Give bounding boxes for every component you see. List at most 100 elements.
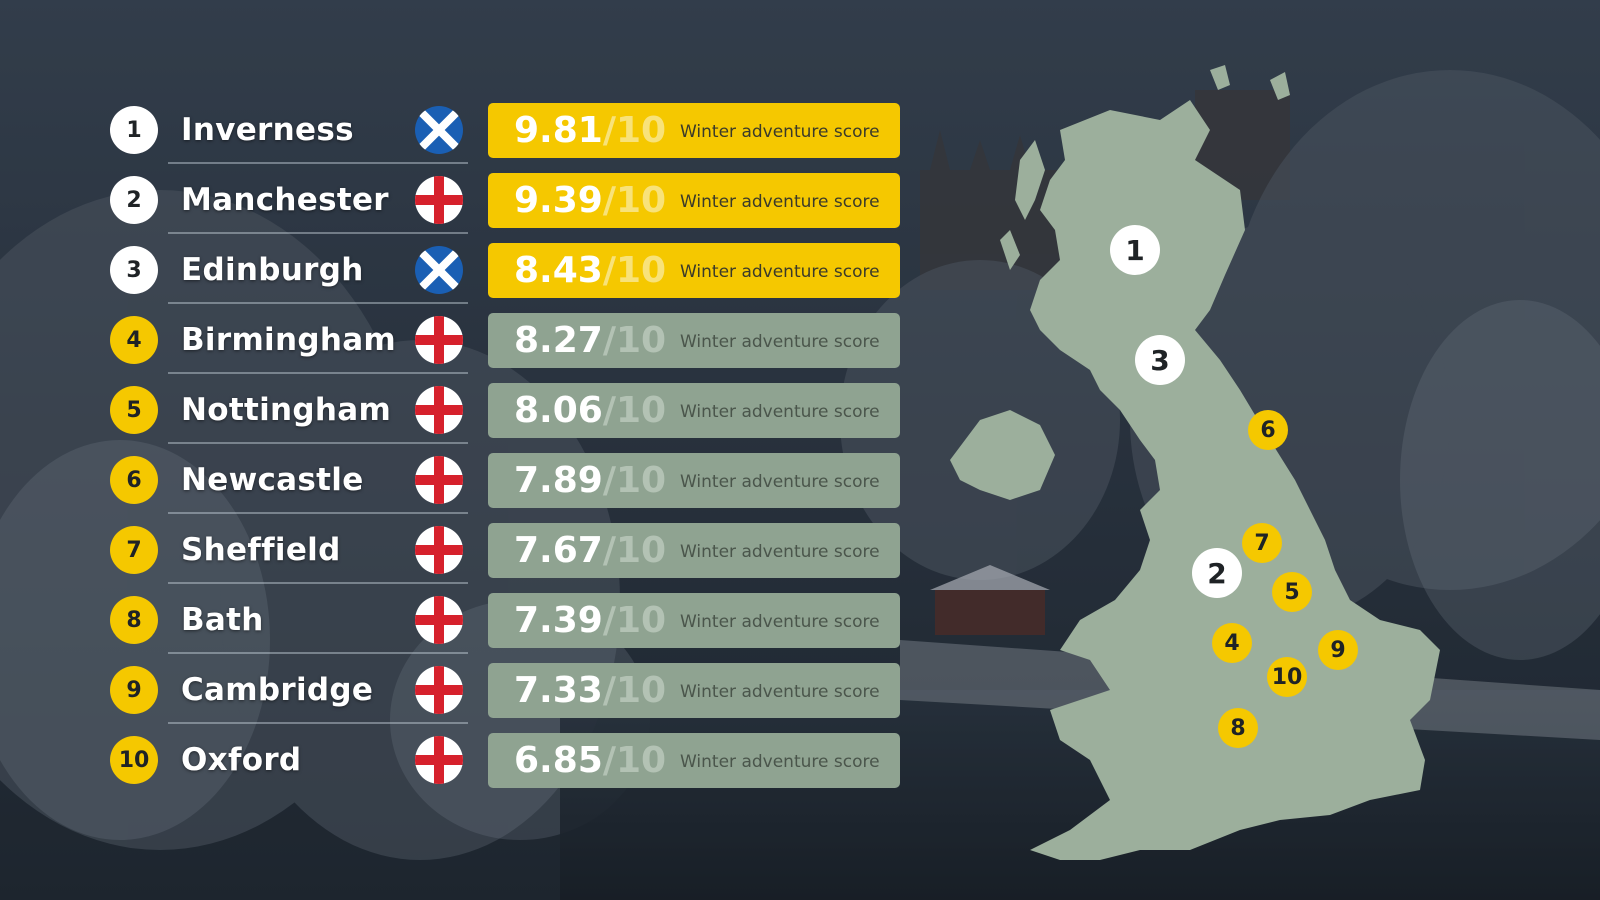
- rank-badge: 1: [110, 106, 158, 154]
- ranking-row: 6 Newcastle 7.89/10 Winter adventure score: [110, 450, 910, 514]
- map-pin-10: 10: [1267, 657, 1307, 697]
- score-value: 8.06/10: [514, 383, 666, 438]
- ranking-row: 9 Cambridge 7.33/10 Winter adventure score: [110, 660, 910, 724]
- city-name: Oxford: [181, 742, 302, 778]
- score-number: 7.89: [514, 460, 603, 501]
- score-caption: Winter adventure score: [680, 612, 880, 632]
- score-caption: Winter adventure score: [680, 332, 880, 352]
- score-out-of: /10: [602, 250, 667, 291]
- score-out-of: /10: [602, 530, 667, 571]
- score-caption: Winter adventure score: [680, 402, 880, 422]
- score-number: 7.33: [514, 670, 603, 711]
- rank-badge: 2: [110, 176, 158, 224]
- rank-badge: 6: [110, 456, 158, 504]
- map-pin-7: 7: [1242, 523, 1282, 563]
- england-flag-icon: [415, 386, 463, 434]
- score-box: 6.85/10 Winter adventure score: [488, 733, 900, 788]
- score-number: 8.06: [514, 390, 603, 431]
- ranking-row: 4 Birmingham 8.27/10 Winter adventure score: [110, 310, 910, 374]
- england-flag-icon: [415, 526, 463, 574]
- score-value: 7.67/10: [514, 523, 666, 578]
- row-divider: [168, 512, 468, 514]
- map-pin-3: 3: [1135, 335, 1185, 385]
- score-number: 8.27: [514, 320, 603, 361]
- score-caption: Winter adventure score: [680, 472, 880, 492]
- city-name: Manchester: [181, 182, 389, 218]
- city-name: Cambridge: [181, 672, 374, 708]
- rank-badge: 4: [110, 316, 158, 364]
- england-flag-icon: [415, 596, 463, 644]
- rank-badge: 8: [110, 596, 158, 644]
- score-caption: Winter adventure score: [680, 262, 880, 282]
- score-out-of: /10: [602, 740, 667, 781]
- score-box: 7.33/10 Winter adventure score: [488, 663, 900, 718]
- score-box: 7.39/10 Winter adventure score: [488, 593, 900, 648]
- city-name: Sheffield: [181, 532, 341, 568]
- city-name: Inverness: [181, 112, 354, 148]
- score-out-of: /10: [602, 390, 667, 431]
- score-value: 7.33/10: [514, 663, 666, 718]
- ranking-row: 8 Bath 7.39/10 Winter adventure score: [110, 590, 910, 654]
- ranking-row: 7 Sheffield 7.67/10 Winter adventure score: [110, 520, 910, 584]
- map-pin-2: 2: [1192, 548, 1242, 598]
- map-pin-4: 4: [1212, 623, 1252, 663]
- score-value: 7.39/10: [514, 593, 666, 648]
- score-box: 8.06/10 Winter adventure score: [488, 383, 900, 438]
- ranking-row: 10 Oxford 6.85/10 Winter adventure score: [110, 730, 910, 790]
- rank-badge: 10: [110, 736, 158, 784]
- score-out-of: /10: [602, 320, 667, 361]
- map-pin-8: 8: [1218, 708, 1258, 748]
- city-name: Nottingham: [181, 392, 392, 428]
- row-divider: [168, 162, 468, 164]
- row-divider: [168, 652, 468, 654]
- row-divider: [168, 372, 468, 374]
- score-box: 8.43/10 Winter adventure score: [488, 243, 900, 298]
- score-caption: Winter adventure score: [680, 752, 880, 772]
- ranking-row: 2 Manchester 9.39/10 Winter adventure score: [110, 170, 910, 234]
- score-caption: Winter adventure score: [680, 192, 880, 212]
- ranking-row: 1 Inverness 9.81/10 Winter adventure score: [110, 100, 910, 164]
- scotland-flag-icon: [415, 106, 463, 154]
- ranking-row: 3 Edinburgh 8.43/10 Winter adventure score: [110, 240, 910, 304]
- city-name: Birmingham: [181, 322, 397, 358]
- map-pin-5: 5: [1272, 572, 1312, 612]
- score-out-of: /10: [602, 180, 667, 221]
- score-number: 6.85: [514, 740, 603, 781]
- score-out-of: /10: [602, 670, 667, 711]
- score-value: 8.27/10: [514, 313, 666, 368]
- score-box: 8.27/10 Winter adventure score: [488, 313, 900, 368]
- score-out-of: /10: [602, 460, 667, 501]
- score-box: 9.81/10 Winter adventure score: [488, 103, 900, 158]
- score-value: 7.89/10: [514, 453, 666, 508]
- row-divider: [168, 722, 468, 724]
- uk-map: 1 3 6 2 7 5 4 9 10 8: [940, 60, 1460, 880]
- rank-badge: 3: [110, 246, 158, 294]
- england-flag-icon: [415, 666, 463, 714]
- ranking-row: 5 Nottingham 8.06/10 Winter adventure score: [110, 380, 910, 444]
- row-divider: [168, 582, 468, 584]
- city-name: Edinburgh: [181, 252, 364, 288]
- score-number: 9.39: [514, 180, 603, 221]
- score-value: 9.39/10: [514, 173, 666, 228]
- score-caption: Winter adventure score: [680, 682, 880, 702]
- score-value: 8.43/10: [514, 243, 666, 298]
- row-divider: [168, 232, 468, 234]
- score-box: 7.89/10 Winter adventure score: [488, 453, 900, 508]
- map-pin-9: 9: [1318, 630, 1358, 670]
- england-flag-icon: [415, 736, 463, 784]
- score-value: 9.81/10: [514, 103, 666, 158]
- score-number: 9.81: [514, 110, 603, 151]
- score-caption: Winter adventure score: [680, 122, 880, 142]
- row-divider: [168, 442, 468, 444]
- row-divider: [168, 302, 468, 304]
- map-pin-6: 6: [1248, 410, 1288, 450]
- map-pin-1: 1: [1110, 225, 1160, 275]
- rank-badge: 7: [110, 526, 158, 574]
- city-name: Bath: [181, 602, 264, 638]
- score-number: 8.43: [514, 250, 603, 291]
- score-caption: Winter adventure score: [680, 542, 880, 562]
- city-name: Newcastle: [181, 462, 364, 498]
- england-flag-icon: [415, 456, 463, 504]
- scotland-flag-icon: [415, 246, 463, 294]
- score-out-of: /10: [602, 600, 667, 641]
